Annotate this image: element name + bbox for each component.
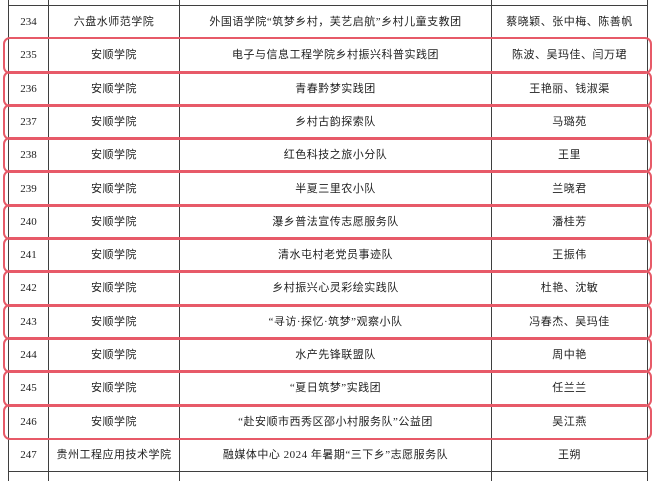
team-cell: 融媒体中心 2024 年暑期“三下乡”志愿服务队 <box>180 438 492 472</box>
table-row: 236 安顺学院 青春黔梦实践团 王艳丽、钱淑渠 <box>3 70 652 108</box>
school-cell: 安顺学院 <box>49 72 180 105</box>
table-row: 240 安顺学院 瀑乡普法宣传志愿服务队 潘桂芳 <box>3 203 652 241</box>
school-cell: 安顺学院 <box>49 338 180 372</box>
crop-cell <box>49 0 180 5</box>
team-cell: 乡村古韵探索队 <box>180 105 492 139</box>
table-row: 237 安顺学院 乡村古韵探索队 马璐苑 <box>3 103 652 141</box>
table-row: 239 安顺学院 半夏三里农小队 兰晓君 <box>3 170 652 208</box>
row-number: 244 <box>8 338 49 372</box>
school-cell: 安顺学院 <box>49 272 180 305</box>
school-cell: 安顺学院 <box>49 205 180 239</box>
row-number: 236 <box>8 72 49 105</box>
table-row: 238 安顺学院 红色科技之旅小分队 王里 <box>3 137 652 174</box>
table-row: 241 安顺学院 清水屯村老党员事迹队 王振伟 <box>3 237 652 274</box>
row-number: 234 <box>8 6 49 39</box>
table-row: 242 安顺学院 乡村振兴心灵彩绘实践队 杜艳、沈敏 <box>3 270 652 307</box>
team-cell: 半夏三里农小队 <box>180 172 492 205</box>
members-cell: 冯春杰、吴玛佳 <box>492 305 648 338</box>
school-cell: 安顺学院 <box>49 305 180 338</box>
members-cell: 任兰兰 <box>492 372 648 405</box>
team-cell: 外国语学院“筑梦乡村，芙艺启航”乡村儿童支教团 <box>180 6 492 39</box>
team-cell: 清水屯村老党员事迹队 <box>180 239 492 272</box>
row-number: 245 <box>8 372 49 405</box>
members-cell: 王朔 <box>492 438 648 472</box>
school-cell: 安顺学院 <box>49 105 180 139</box>
team-cell: 红色科技之旅小分队 <box>180 139 492 172</box>
crop-cell <box>8 472 49 481</box>
table-row: 234 六盘水师范学院 外国语学院“筑梦乡村，芙艺启航”乡村儿童支教团 蔡晓颖、… <box>8 5 648 39</box>
table-crop-bottom <box>8 471 648 481</box>
crop-cell <box>180 0 492 5</box>
school-cell: 安顺学院 <box>49 372 180 405</box>
table-row: 244 安顺学院 水产先锋联盟队 周中艳 <box>3 336 652 374</box>
table-crop-top <box>8 0 648 5</box>
row-number: 239 <box>8 172 49 205</box>
team-cell: 青春黔梦实践团 <box>180 72 492 105</box>
crop-cell <box>180 472 492 481</box>
members-cell: 王里 <box>492 139 648 172</box>
members-cell: 陈波、吴玛佳、闫万珺 <box>492 39 648 72</box>
table-row: 245 安顺学院 “夏日筑梦”实践团 任兰兰 <box>3 370 652 407</box>
results-table: 234 六盘水师范学院 外国语学院“筑梦乡村，芙艺启航”乡村儿童支教团 蔡晓颖、… <box>3 0 652 481</box>
table-row: 235 安顺学院 电子与信息工程学院乡村振兴科普实践团 陈波、吴玛佳、闫万珺 <box>3 37 652 74</box>
school-cell: 安顺学院 <box>49 172 180 205</box>
row-number: 246 <box>8 405 49 438</box>
team-cell: 电子与信息工程学院乡村振兴科普实践团 <box>180 39 492 72</box>
members-cell: 潘桂芳 <box>492 205 648 239</box>
members-cell: 马璐苑 <box>492 105 648 139</box>
members-cell: 杜艳、沈敏 <box>492 272 648 305</box>
row-number: 238 <box>8 139 49 172</box>
row-number: 241 <box>8 239 49 272</box>
school-cell: 安顺学院 <box>49 139 180 172</box>
team-cell: “夏日筑梦”实践团 <box>180 372 492 405</box>
row-number: 237 <box>8 105 49 139</box>
team-cell: 瀑乡普法宣传志愿服务队 <box>180 205 492 239</box>
team-cell: 乡村振兴心灵彩绘实践队 <box>180 272 492 305</box>
row-number: 240 <box>8 205 49 239</box>
members-cell: 周中艳 <box>492 338 648 372</box>
crop-cell <box>492 0 648 5</box>
team-cell: “寻访·探忆·筑梦”观察小队 <box>180 305 492 338</box>
members-cell: 吴江燕 <box>492 405 648 438</box>
team-cell: “赴安顺市西秀区邵小村服务队”公益团 <box>180 405 492 438</box>
school-cell: 安顺学院 <box>49 239 180 272</box>
crop-cell <box>49 472 180 481</box>
members-cell: 蔡晓颖、张中梅、陈善帆 <box>492 6 648 39</box>
table-row: 246 安顺学院 “赴安顺市西秀区邵小村服务队”公益团 吴江燕 <box>3 403 652 441</box>
table-row: 243 安顺学院 “寻访·探忆·筑梦”观察小队 冯春杰、吴玛佳 <box>3 303 652 341</box>
school-cell: 安顺学院 <box>49 39 180 72</box>
crop-cell <box>8 0 49 5</box>
row-number: 243 <box>8 305 49 338</box>
row-number: 242 <box>8 272 49 305</box>
members-cell: 王振伟 <box>492 239 648 272</box>
school-cell: 安顺学院 <box>49 405 180 438</box>
members-cell: 兰晓君 <box>492 172 648 205</box>
members-cell: 王艳丽、钱淑渠 <box>492 72 648 105</box>
row-number: 235 <box>8 39 49 72</box>
table-row: 247 贵州工程应用技术学院 融媒体中心 2024 年暑期“三下乡”志愿服务队 … <box>8 437 648 472</box>
school-cell: 贵州工程应用技术学院 <box>49 438 180 472</box>
crop-cell <box>492 472 648 481</box>
school-cell: 六盘水师范学院 <box>49 6 180 39</box>
row-number: 247 <box>8 438 49 472</box>
team-cell: 水产先锋联盟队 <box>180 338 492 372</box>
